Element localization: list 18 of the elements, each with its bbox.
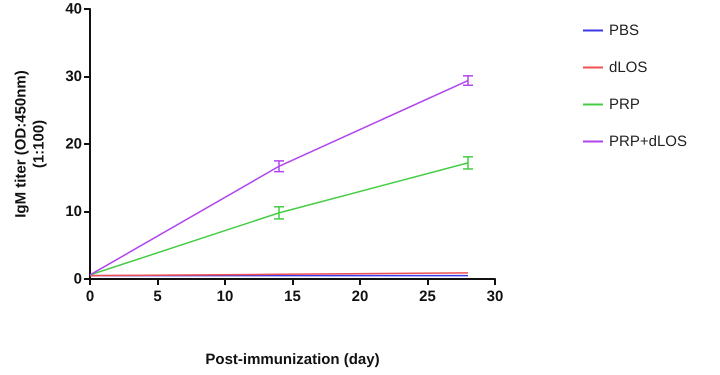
legend-label: dLOS <box>609 59 648 76</box>
x-tick-label: 30 <box>486 288 504 305</box>
y-tick-label: 40 <box>65 0 82 18</box>
legend-label: PBS <box>609 22 640 39</box>
y-axis-title: IgM titer (OD:450nm) (1:100) <box>12 70 48 218</box>
x-tick-label: 25 <box>419 288 436 305</box>
x-tick-label: 20 <box>352 288 368 305</box>
x-tick-label: 0 <box>86 288 94 305</box>
x-tick-label: 10 <box>216 288 234 305</box>
x-tick-label: 5 <box>153 288 162 305</box>
y-tick-label: 30 <box>65 68 82 85</box>
x-axis-title: Post-immunization (day) <box>205 351 380 368</box>
legend-label: PRP+dLOS <box>609 133 687 150</box>
y-tick-label: 20 <box>65 136 82 152</box>
y-tick-label: 0 <box>74 270 82 288</box>
y-tick-label: 10 <box>65 203 82 220</box>
x-tick-label: 15 <box>284 288 301 305</box>
legend-label: PRP <box>609 96 640 113</box>
